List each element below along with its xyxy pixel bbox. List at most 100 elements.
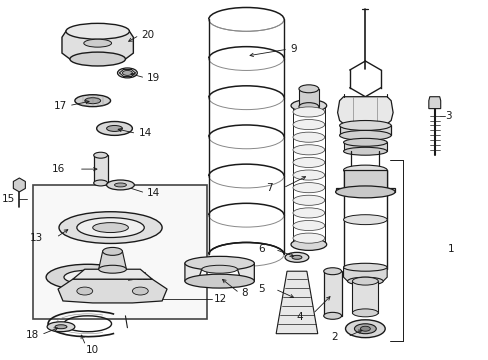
Ellipse shape <box>343 147 386 155</box>
Ellipse shape <box>132 287 148 295</box>
Polygon shape <box>276 271 317 334</box>
Ellipse shape <box>184 274 254 288</box>
Bar <box>94 155 107 183</box>
Ellipse shape <box>292 208 324 218</box>
Bar <box>343 142 386 151</box>
Text: 14: 14 <box>138 129 151 138</box>
Bar <box>323 271 341 316</box>
Bar <box>298 89 318 107</box>
Ellipse shape <box>343 263 386 271</box>
Ellipse shape <box>292 145 324 155</box>
Bar <box>339 126 390 135</box>
Ellipse shape <box>47 322 75 332</box>
Ellipse shape <box>93 222 128 233</box>
Polygon shape <box>184 263 254 281</box>
Text: 7: 7 <box>266 183 273 193</box>
Ellipse shape <box>352 309 378 317</box>
Ellipse shape <box>354 324 375 334</box>
Ellipse shape <box>94 180 107 186</box>
Ellipse shape <box>55 325 67 329</box>
Text: 18: 18 <box>26 330 39 340</box>
Text: 2: 2 <box>330 332 337 342</box>
Ellipse shape <box>292 157 324 167</box>
Polygon shape <box>73 269 152 279</box>
Text: 5: 5 <box>258 284 264 294</box>
Bar <box>352 281 378 313</box>
Ellipse shape <box>106 126 122 131</box>
Text: 11: 11 <box>135 272 148 282</box>
Ellipse shape <box>77 218 144 238</box>
Ellipse shape <box>343 138 386 146</box>
Ellipse shape <box>323 268 341 275</box>
Ellipse shape <box>298 103 318 111</box>
Polygon shape <box>58 279 167 303</box>
Ellipse shape <box>106 180 134 190</box>
Polygon shape <box>13 178 25 192</box>
Text: 19: 19 <box>147 73 160 83</box>
Ellipse shape <box>345 320 385 338</box>
Bar <box>33 185 206 319</box>
Ellipse shape <box>285 252 308 262</box>
Ellipse shape <box>292 132 324 142</box>
Polygon shape <box>99 251 126 269</box>
Text: 20: 20 <box>141 30 154 40</box>
Text: 8: 8 <box>241 288 247 298</box>
Ellipse shape <box>77 287 93 295</box>
Polygon shape <box>343 267 386 281</box>
Text: 14: 14 <box>147 188 160 198</box>
Text: 16: 16 <box>52 164 65 174</box>
Ellipse shape <box>335 186 394 198</box>
Ellipse shape <box>343 215 386 225</box>
Text: 10: 10 <box>85 345 99 355</box>
Ellipse shape <box>290 100 326 112</box>
Ellipse shape <box>292 233 324 243</box>
Text: 4: 4 <box>296 312 302 322</box>
Ellipse shape <box>70 52 125 66</box>
Ellipse shape <box>114 183 126 187</box>
Ellipse shape <box>347 277 383 285</box>
Text: 3: 3 <box>444 111 450 121</box>
Ellipse shape <box>59 212 162 243</box>
Ellipse shape <box>198 276 241 286</box>
Ellipse shape <box>122 71 132 75</box>
Ellipse shape <box>352 277 378 285</box>
Ellipse shape <box>298 85 318 93</box>
Ellipse shape <box>46 264 129 290</box>
Ellipse shape <box>97 122 132 135</box>
Ellipse shape <box>84 98 101 104</box>
Ellipse shape <box>292 120 324 130</box>
Polygon shape <box>125 282 137 291</box>
Polygon shape <box>428 97 440 109</box>
Text: 15: 15 <box>2 194 15 204</box>
Ellipse shape <box>292 195 324 205</box>
Ellipse shape <box>83 39 111 47</box>
Text: 9: 9 <box>289 44 296 54</box>
Polygon shape <box>337 97 392 126</box>
Ellipse shape <box>290 238 326 251</box>
Text: 1: 1 <box>447 244 453 255</box>
Ellipse shape <box>184 256 254 270</box>
Ellipse shape <box>291 255 301 259</box>
Ellipse shape <box>102 247 122 255</box>
Ellipse shape <box>117 68 137 78</box>
Ellipse shape <box>99 265 126 273</box>
Ellipse shape <box>323 312 341 319</box>
Ellipse shape <box>343 165 386 175</box>
Text: 17: 17 <box>54 101 67 111</box>
Polygon shape <box>62 31 133 59</box>
Polygon shape <box>335 170 394 192</box>
Ellipse shape <box>292 183 324 193</box>
Ellipse shape <box>360 326 369 331</box>
Text: 13: 13 <box>30 233 43 243</box>
Ellipse shape <box>75 95 110 107</box>
Ellipse shape <box>64 270 111 284</box>
Ellipse shape <box>292 170 324 180</box>
Text: 6: 6 <box>258 244 264 255</box>
Ellipse shape <box>292 107 324 117</box>
Ellipse shape <box>202 265 237 273</box>
Ellipse shape <box>292 220 324 230</box>
Ellipse shape <box>339 121 390 130</box>
Text: 12: 12 <box>213 294 226 304</box>
Ellipse shape <box>66 23 129 39</box>
Ellipse shape <box>94 152 107 158</box>
